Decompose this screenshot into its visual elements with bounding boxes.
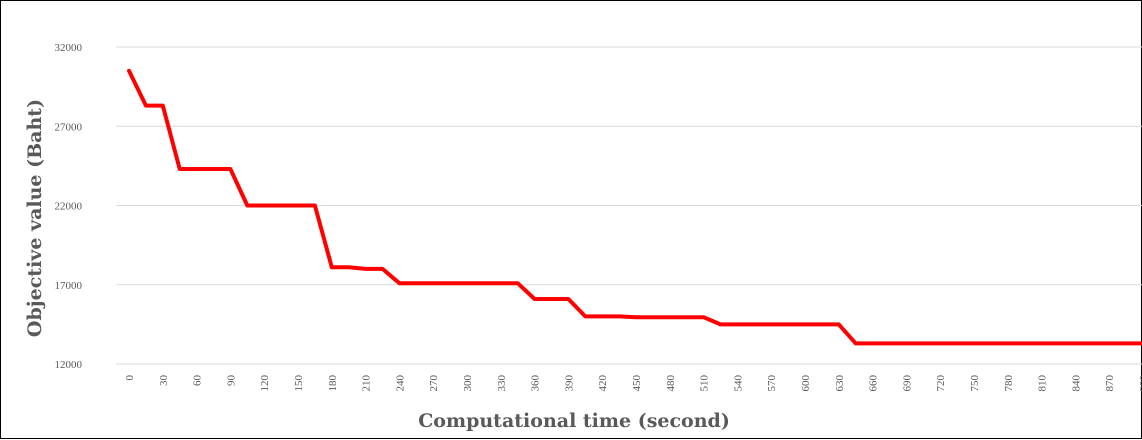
x-tick-label: 300 — [462, 375, 474, 392]
x-tick-label: 240 — [394, 375, 406, 392]
x-tick-label: 720 — [935, 375, 947, 392]
y-tick-label: 12000 — [55, 359, 83, 371]
x-tick-label: 180 — [327, 375, 339, 392]
x-tick-label: 810 — [1037, 375, 1049, 392]
x-tick-label: 630 — [834, 375, 846, 392]
x-tick-label: 90 — [225, 375, 237, 387]
x-tick-label: 210 — [361, 375, 373, 392]
x-tick-label: 840 — [1070, 375, 1082, 392]
x-tick-label: 870 — [1104, 375, 1116, 392]
y-tick-label: 17000 — [55, 280, 83, 292]
x-tick-label: 120 — [259, 375, 271, 392]
x-tick-labels: 0 30 60 90 120 150 180 210 240 270 300 330 360 390 420… — [124, 375, 1142, 392]
x-tick-label: 900 — [1138, 375, 1142, 392]
y-tick-labels: 12000 17000 22000 27000 32000 — [55, 42, 83, 371]
x-tick-label: 690 — [901, 375, 913, 392]
x-tick-label: 0 — [124, 375, 136, 381]
x-tick-label: 540 — [732, 375, 744, 392]
x-tick-label: 360 — [530, 375, 542, 392]
x-tick-label: 600 — [800, 375, 812, 392]
x-tick-label: 570 — [766, 375, 778, 392]
objective-value-line — [127, 68, 1142, 346]
y-axis-title: Objective value (Baht) — [24, 99, 46, 337]
x-tick-label: 270 — [428, 375, 440, 392]
y-tick-label: 22000 — [55, 201, 83, 213]
x-tick-label: 510 — [699, 375, 711, 392]
x-tick-label: 750 — [969, 375, 981, 392]
x-tick-label: 330 — [496, 375, 508, 392]
x-tick-label: 390 — [563, 375, 575, 392]
x-axis-title: Computational time (second) — [418, 410, 730, 432]
x-tick-label: 150 — [293, 375, 305, 392]
y-tick-label: 27000 — [55, 121, 83, 133]
y-tick-label: 32000 — [55, 42, 83, 54]
x-tick-label: 660 — [868, 375, 880, 392]
x-tick-label: 30 — [158, 375, 170, 387]
x-tick-label: 450 — [631, 375, 643, 392]
x-tick-label: 420 — [597, 375, 609, 392]
x-tick-label: 480 — [665, 375, 677, 392]
x-tick-label: 780 — [1003, 375, 1015, 392]
x-tick-label: 60 — [192, 375, 204, 387]
